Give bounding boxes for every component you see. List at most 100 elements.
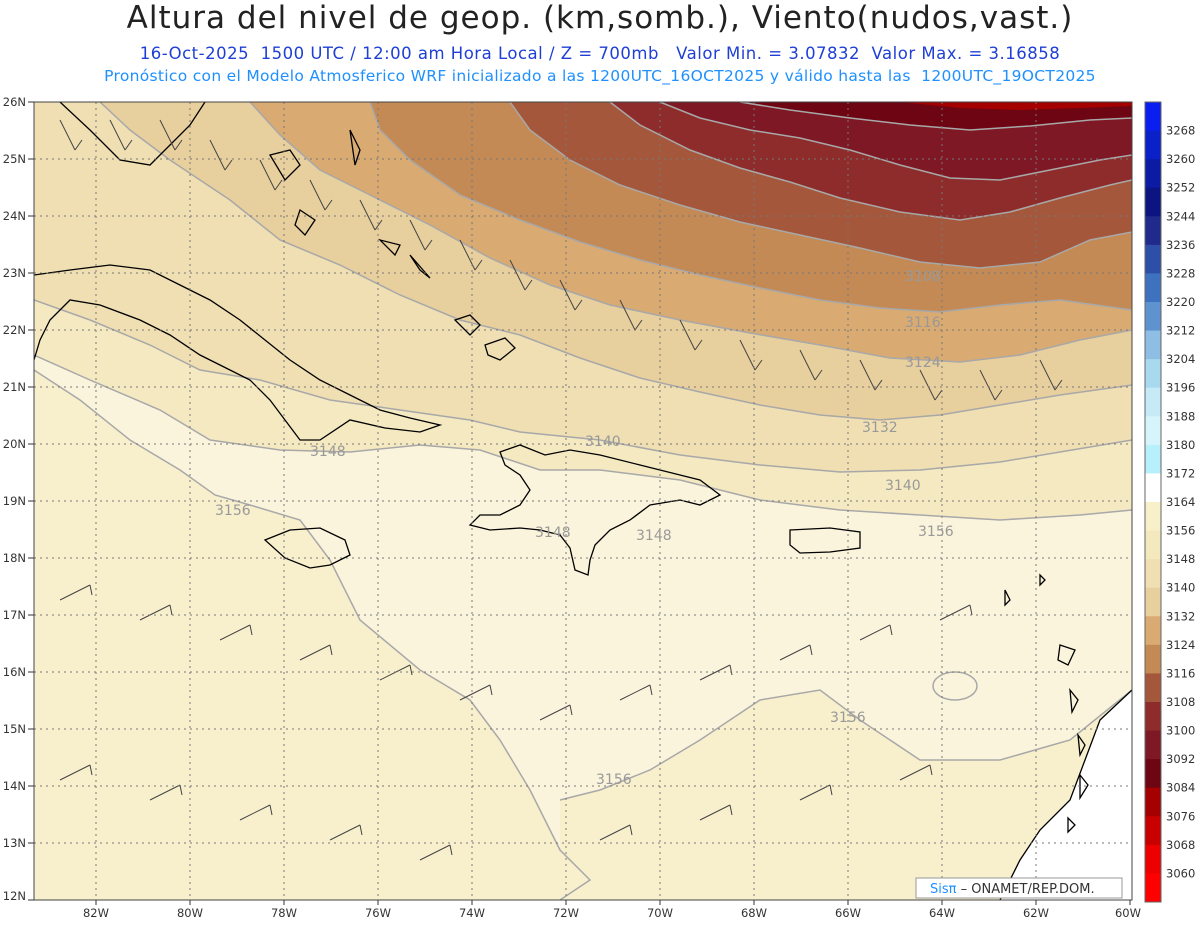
- map-subtitle-model: Pronóstico con el Modelo Atmosferico WRF…: [104, 67, 1096, 85]
- lon-label: 80W: [177, 906, 203, 920]
- colorbar-swatch: [1145, 216, 1161, 246]
- lat-label: 23N: [3, 266, 26, 280]
- colorbar-label: 3060: [1166, 866, 1195, 880]
- lon-label: 66W: [835, 906, 861, 920]
- colorbar-label: 3172: [1166, 466, 1195, 480]
- colorbar-swatch: [1145, 416, 1161, 446]
- lat-label: 26N: [3, 95, 26, 109]
- lat-label: 12N: [3, 889, 26, 903]
- colorbar-frame: [1144, 101, 1162, 903]
- colorbar-swatch: [1145, 730, 1161, 760]
- map-subtitle-time: 16-Oct-2025 1500 UTC / 12:00 am Hora Loc…: [139, 44, 1061, 63]
- colorbar-label: 3124: [1166, 638, 1195, 652]
- colorbar-swatch: [1145, 816, 1161, 846]
- lat-label: 22N: [3, 323, 26, 337]
- colorbar-swatch: [1145, 387, 1161, 417]
- lat-label: 16N: [3, 665, 26, 679]
- colorbar-label: 3260: [1166, 152, 1195, 166]
- colorbar-swatch: [1145, 587, 1161, 617]
- colorbar-swatch: [1145, 102, 1161, 132]
- lon-label: 82W: [83, 906, 109, 920]
- lat-label: 24N: [3, 209, 26, 223]
- contour-label: 3156: [830, 710, 866, 726]
- contour-label: 3124: [905, 355, 941, 371]
- colorbar-swatch: [1145, 473, 1161, 503]
- colorbar-label: 3220: [1166, 295, 1195, 309]
- contour-label: 3140: [885, 478, 921, 494]
- colorbar-swatch: [1145, 187, 1161, 217]
- colorbar-swatch: [1145, 359, 1161, 389]
- lon-label: 72W: [553, 906, 579, 920]
- contour-label: 3116: [905, 315, 941, 331]
- lon-label: 78W: [271, 906, 297, 920]
- contour-label: 3156: [918, 524, 954, 540]
- colorbar-label: 3228: [1166, 266, 1195, 280]
- contour-label: 3148: [310, 444, 346, 460]
- lat-label: 20N: [3, 437, 26, 451]
- lon-label: 76W: [365, 906, 391, 920]
- colorbar-label: 3236: [1166, 238, 1195, 252]
- colorbar-swatch: [1145, 302, 1161, 332]
- colorbar-swatch: [1145, 159, 1161, 189]
- colorbar-label: 3196: [1166, 381, 1195, 395]
- lon-label: 68W: [741, 906, 767, 920]
- lat-label: 15N: [3, 722, 26, 736]
- latitude-ticks: [28, 101, 34, 901]
- lon-label: 74W: [459, 906, 485, 920]
- lat-label: 19N: [3, 494, 26, 508]
- colorbar-swatch: [1145, 130, 1161, 160]
- colorbar-swatch: [1145, 273, 1161, 303]
- colorbar-swatch: [1145, 844, 1161, 874]
- longitude-labels: 82W 80W 78W 76W 74W 72W 70W 68W 66W 64W …: [83, 906, 1141, 920]
- colorbar: 3268 3260 3252 3244 3236 3228 3220 3212 3204 3196…: [1144, 101, 1195, 903]
- colorbar-label: 3068: [1166, 838, 1195, 852]
- contour-label: 3148: [636, 528, 672, 544]
- lat-label: 18N: [3, 551, 26, 565]
- colorbar-label: 3252: [1166, 181, 1195, 195]
- colorbar-label: 3092: [1166, 752, 1195, 766]
- credit-text: – ONAMET/REP.DOM.: [956, 882, 1094, 897]
- contour-label: 3156: [215, 503, 251, 519]
- colorbar-swatch: [1145, 444, 1161, 474]
- lon-label: 62W: [1023, 906, 1049, 920]
- lat-label: 21N: [3, 380, 26, 394]
- grid-lines: [34, 102, 1132, 900]
- lon-label: 60W: [1115, 906, 1141, 920]
- svg-text:Sisπ – ONAMET/REP.DOM.: Sisπ – ONAMET/REP.DOM.: [930, 882, 1095, 897]
- colorbar-label: 3148: [1166, 552, 1195, 566]
- colorbar-swatch: [1145, 702, 1161, 732]
- colorbar-swatch: [1145, 787, 1161, 817]
- colorbar-label: 3268: [1166, 124, 1195, 138]
- credit-box: Sisπ – ONAMET/REP.DOM.: [915, 877, 1123, 899]
- colorbar-label: 3244: [1166, 209, 1195, 223]
- colorbar-swatch: [1145, 530, 1161, 560]
- lat-label: 17N: [3, 608, 26, 622]
- colorbar-label: 3164: [1166, 495, 1195, 509]
- colorbar-label: 3180: [1166, 438, 1195, 452]
- colorbar-swatch: [1145, 244, 1161, 274]
- colorbar-label: 3076: [1166, 809, 1195, 823]
- map-title: Altura del nivel de geop. (km,somb.), Vi…: [126, 0, 1074, 36]
- colorbar-label: 3204: [1166, 352, 1195, 366]
- lon-label: 64W: [929, 906, 955, 920]
- colorbar-swatch: [1145, 873, 1161, 903]
- coastlines: [34, 102, 1132, 900]
- contour-label: 3156: [596, 772, 632, 788]
- lon-label: 70W: [647, 906, 673, 920]
- colorbar-swatch: [1145, 673, 1161, 703]
- contour-lines: [34, 102, 1132, 900]
- latitude-labels: 26N 25N 24N 23N 22N 21N 20N 19N 18N 17N …: [3, 95, 26, 903]
- credit-brand: Sisπ: [930, 882, 957, 897]
- colorbar-label: 3100: [1166, 724, 1195, 738]
- colorbar-swatch: [1145, 644, 1161, 674]
- lat-label: 25N: [3, 152, 26, 166]
- colorbar-label: 3140: [1166, 581, 1195, 595]
- colorbar-swatch: [1145, 616, 1161, 646]
- colorbar-label: 3156: [1166, 524, 1195, 538]
- contour-label: 3148: [535, 525, 571, 541]
- lat-label: 13N: [3, 836, 26, 850]
- colorbar-label: 3212: [1166, 324, 1195, 338]
- colorbar-swatch: [1145, 759, 1161, 789]
- colorbar-label: 3084: [1166, 781, 1195, 795]
- contour-label: 3108: [905, 269, 941, 285]
